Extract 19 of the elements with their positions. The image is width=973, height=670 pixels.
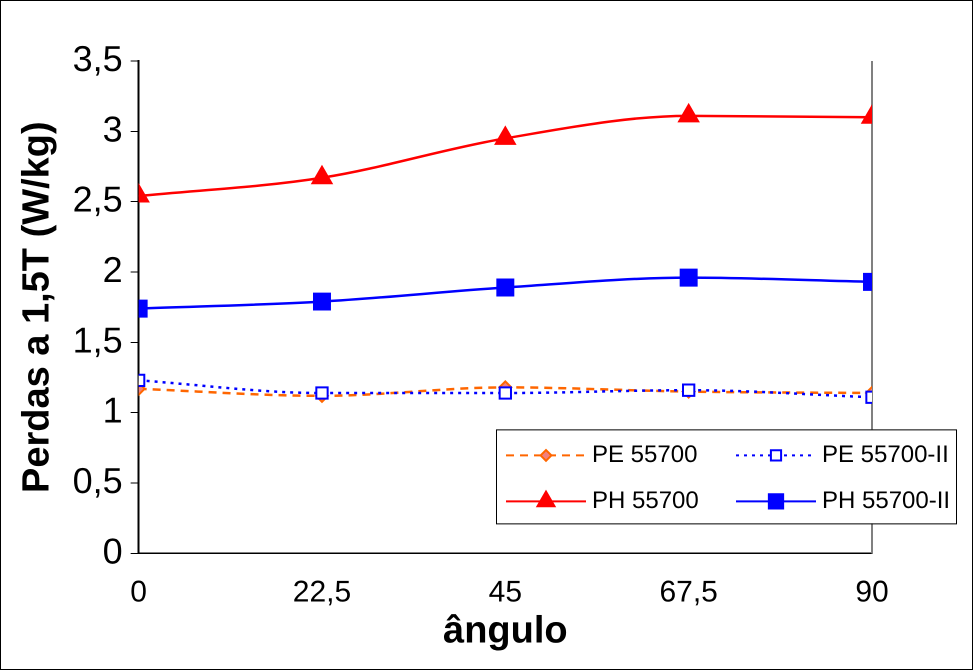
y-tick-label: 2 bbox=[102, 248, 123, 290]
legend-label: PE 55700 bbox=[592, 441, 698, 468]
x-tick-label: 45 bbox=[488, 576, 522, 609]
legend-label: PE 55700-II bbox=[822, 441, 949, 468]
y-tick-label: 1 bbox=[102, 390, 123, 431]
y-tick-label: 2,5 bbox=[72, 178, 123, 220]
x-axis-title: ângulo bbox=[443, 610, 568, 652]
y-tick-label: 0 bbox=[102, 530, 123, 572]
y-tick-label: 1,5 bbox=[72, 319, 123, 360]
y-tick-label: 3,5 bbox=[72, 38, 123, 79]
legend-label: PH 55700-II bbox=[822, 487, 950, 514]
x-tick-label: 0 bbox=[130, 576, 147, 609]
y-tick-label: 3 bbox=[102, 108, 123, 150]
legend-label: PH 55700 bbox=[592, 487, 699, 514]
y-axis-title: Perdas a 1,5T (W/kg) bbox=[15, 121, 58, 494]
x-tick-label: 67,5 bbox=[659, 576, 718, 609]
x-tick-label: 22,5 bbox=[292, 576, 352, 609]
y-tick-label: 0,5 bbox=[72, 460, 123, 501]
x-tick-label: 90 bbox=[855, 576, 889, 609]
